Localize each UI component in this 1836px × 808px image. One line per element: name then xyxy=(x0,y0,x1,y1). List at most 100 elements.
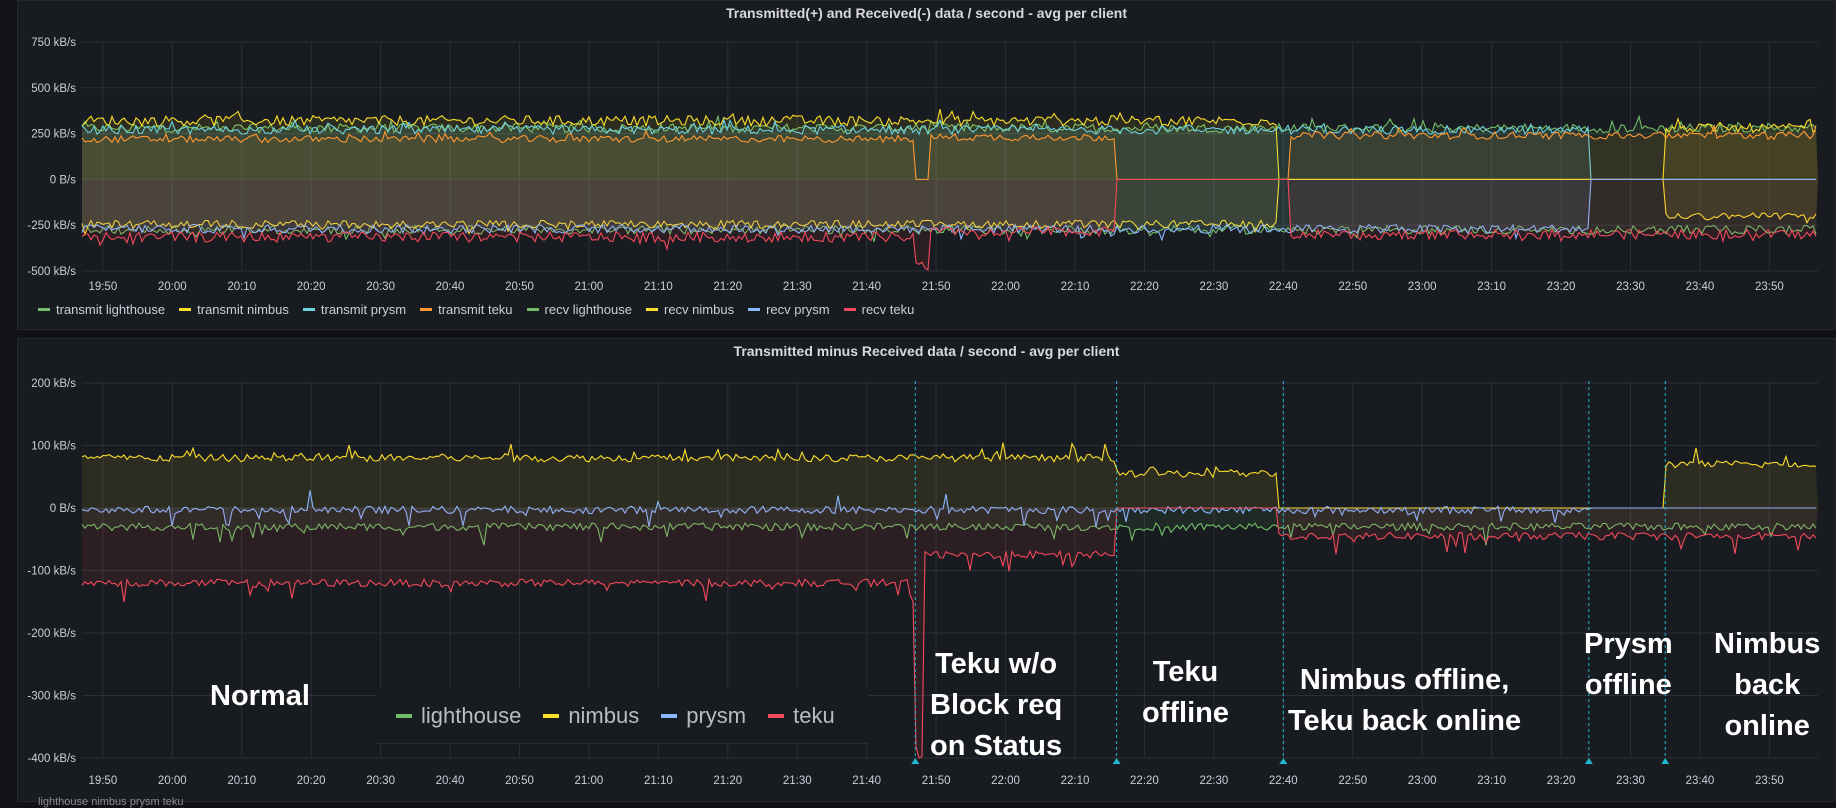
x-tick-label: 21:40 xyxy=(852,281,881,293)
series-fill-recv-teku xyxy=(82,179,1818,270)
annotation-teku-no-block-req: Teku w/o Block req on Status xyxy=(930,648,1063,762)
x-tick-label: 20:00 xyxy=(158,281,187,293)
series-fill-transmit-prysm xyxy=(82,120,1818,180)
x-tick-label: 21:30 xyxy=(783,775,812,787)
x-tick-label: 22:50 xyxy=(1338,775,1367,787)
x-tick-label: 19:50 xyxy=(88,775,117,787)
series-line-transmit-lighthouse xyxy=(81,114,1817,135)
x-tick-label: 21:50 xyxy=(922,281,951,293)
x-tick-label: 19:50 xyxy=(88,281,117,293)
x-tick-label: 22:20 xyxy=(1130,281,1159,293)
x-tick-label: 20:10 xyxy=(227,775,256,787)
x-tick-label: 22:00 xyxy=(991,281,1020,293)
x-tick-label: 22:10 xyxy=(1061,281,1090,293)
x-tick-label: 23:40 xyxy=(1686,775,1715,787)
annotation-marker-triangle xyxy=(1584,758,1593,764)
annotation-marker-triangle xyxy=(1279,758,1288,764)
legend-item-recv-teku[interactable]: recv teku xyxy=(843,302,914,317)
x-tick-label: 23:40 xyxy=(1686,281,1715,293)
x-tick-label: 20:20 xyxy=(297,775,326,787)
x-tick-label: 20:50 xyxy=(505,775,534,787)
x-tick-label: 23:20 xyxy=(1547,281,1576,293)
y-tick-label: 750 kB/s xyxy=(31,37,76,49)
y-tick-label: -300 kB/s xyxy=(27,691,76,703)
x-tick-label: 20:50 xyxy=(505,281,534,293)
series-line-prysm xyxy=(81,490,1816,528)
y-tick-label: 100 kB/s xyxy=(31,441,76,453)
annotation-prysm-offline: Prysm offline xyxy=(1584,628,1673,701)
x-tick-label: 21:50 xyxy=(922,775,951,787)
x-tick-label: 23:00 xyxy=(1408,775,1437,787)
x-tick-label: 23:20 xyxy=(1547,775,1576,787)
x-tick-label: 21:40 xyxy=(852,775,881,787)
annotation-nimbus-back-online: Nimbus back online xyxy=(1714,628,1821,742)
series-line-transmit-teku xyxy=(81,124,1817,180)
x-tick-label: 23:50 xyxy=(1755,775,1784,787)
x-tick-label: 21:10 xyxy=(644,775,673,787)
x-tick-label: 22:40 xyxy=(1269,775,1298,787)
legend-item-lighthouse: lighthouse xyxy=(396,703,521,729)
series-fill-teku xyxy=(82,508,1818,758)
legend-top: transmit lighthouse transmit nimbus tran… xyxy=(38,302,914,317)
panel-transmitted-received: Transmitted(+) and Received(-) data / se… xyxy=(17,0,1836,330)
series-line-lighthouse xyxy=(81,521,1817,546)
x-tick-label: 21:00 xyxy=(575,775,604,787)
x-tick-label: 22:20 xyxy=(1130,775,1159,787)
x-tick-label: 22:40 xyxy=(1269,281,1298,293)
y-tick-label: 500 kB/s xyxy=(31,83,76,95)
x-tick-label: 21:20 xyxy=(713,775,742,787)
x-tick-label: 21:10 xyxy=(644,281,673,293)
series-line-teku xyxy=(81,507,1817,759)
x-tick-label: 20:20 xyxy=(297,281,326,293)
legend-item-recv-prysm[interactable]: recv prysm xyxy=(748,302,830,317)
series-fill-nimbus xyxy=(82,442,1818,508)
series-line-recv-prysm xyxy=(81,178,1816,242)
legend-item-recv-lighthouse[interactable]: recv lighthouse xyxy=(526,302,632,317)
x-tick-label: 20:30 xyxy=(366,775,395,787)
x-tick-label: 20:00 xyxy=(158,775,187,787)
footer-legend-text: lighthouse nimbus prysm teku xyxy=(38,796,184,808)
x-tick-label: 23:00 xyxy=(1408,281,1437,293)
x-tick-label: 22:00 xyxy=(991,775,1020,787)
annotation-marker-triangle xyxy=(911,758,920,764)
x-tick-label: 21:30 xyxy=(783,281,812,293)
y-tick-label: 0 B/s xyxy=(50,503,76,515)
series-fill-transmit-nimbus xyxy=(82,109,1818,180)
x-tick-label: 23:30 xyxy=(1616,281,1645,293)
annotation-teku-offline: Teku offline xyxy=(1142,656,1229,729)
x-tick-label: 22:30 xyxy=(1199,775,1228,787)
legend-item-transmit-teku[interactable]: transmit teku xyxy=(420,302,513,317)
legend-item-transmit-prysm[interactable]: transmit prysm xyxy=(302,302,406,317)
legend-item-recv-nimbus[interactable]: recv nimbus xyxy=(645,302,734,317)
x-tick-label: 23:30 xyxy=(1616,775,1645,787)
y-tick-label: -400 kB/s xyxy=(27,753,76,765)
series-fill-recv-nimbus xyxy=(82,179,1818,235)
y-tick-label: -200 kB/s xyxy=(27,628,76,640)
annotation-marker-triangle xyxy=(1112,758,1121,764)
x-tick-label: 23:10 xyxy=(1477,775,1506,787)
x-tick-label: 21:20 xyxy=(713,281,742,293)
annotation-marker-triangle xyxy=(1661,758,1670,764)
x-tick-label: 22:30 xyxy=(1199,281,1228,293)
annotation-nimbus-offline-teku-online: Nimbus offline, Teku back online xyxy=(1288,664,1522,737)
chart-title-top: Transmitted(+) and Received(-) data / se… xyxy=(725,5,1128,21)
series-line-recv-teku xyxy=(81,178,1817,271)
annotation-normal: Normal xyxy=(210,680,310,712)
x-tick-label: 20:10 xyxy=(227,281,256,293)
legend-item-teku: teku xyxy=(768,703,835,729)
series-fill-lighthouse xyxy=(82,508,1818,546)
legend-item-nimbus: nimbus xyxy=(543,703,639,729)
series-fill-recv-lighthouse xyxy=(82,179,1818,242)
legend-item-prysm: prysm xyxy=(661,703,746,729)
chart-title-bottom: Transmitted minus Received data / second… xyxy=(733,343,1120,359)
legend-item-transmit-lighthouse[interactable]: transmit lighthouse xyxy=(38,302,165,317)
y-tick-label: 250 kB/s xyxy=(31,129,76,141)
series-line-recv-nimbus xyxy=(81,178,1817,237)
legend-bottom-overlay: lighthouse nimbus prysm teku xyxy=(376,688,868,744)
x-tick-label: 21:00 xyxy=(575,281,604,293)
x-tick-label: 20:40 xyxy=(436,281,465,293)
legend-item-transmit-nimbus[interactable]: transmit nimbus xyxy=(179,302,289,317)
y-tick-label: -100 kB/s xyxy=(27,566,76,578)
x-tick-label: 20:30 xyxy=(366,281,395,293)
x-tick-label: 22:10 xyxy=(1061,775,1090,787)
